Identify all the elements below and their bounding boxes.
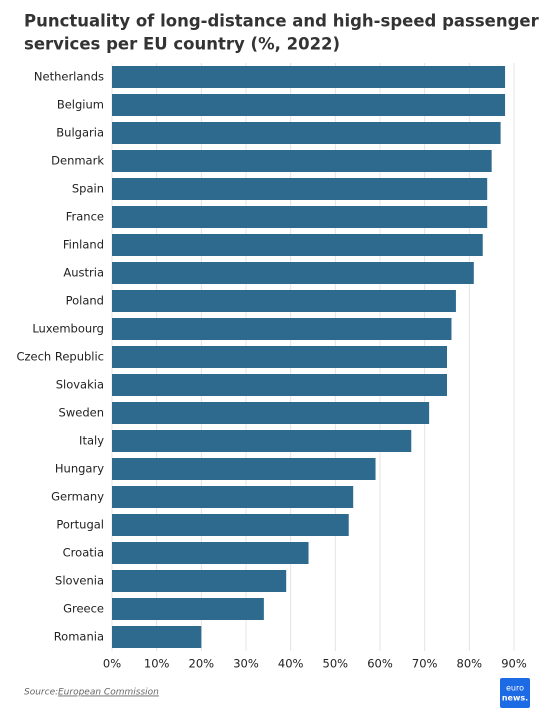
bar [112,626,202,648]
y-tick-label: Hungary [55,462,104,476]
bar [112,290,456,312]
x-tick-label: 70% [412,657,438,671]
y-tick-label: Portugal [56,518,104,532]
bar [112,486,354,508]
y-tick-label: Austria [63,266,104,280]
y-tick-label: Sweden [59,406,104,420]
x-tick-label: 90% [501,657,527,671]
chart-title: services per EU country (%, 2022) [24,35,340,54]
bar [112,598,264,620]
logo-text: euro [506,684,524,693]
bar [112,178,488,200]
bar [112,150,492,172]
x-tick-label: 40% [278,657,304,671]
y-tick-label: Czech Republic [16,350,104,364]
y-tick-label: Belgium [57,98,104,112]
bar [112,402,430,424]
y-tick-label: Italy [79,434,104,448]
bar [112,262,474,284]
y-tick-label: Finland [63,238,104,252]
y-tick-label: Slovakia [56,378,104,392]
logo [500,678,530,708]
x-tick-label: 20% [189,657,215,671]
x-tick-label: 10% [144,657,170,671]
y-tick-label: Slovenia [55,574,104,588]
bar [112,374,447,396]
y-tick-label: Bulgaria [56,126,104,140]
bar [112,234,483,256]
y-tick-label: Greece [63,602,104,616]
source-link[interactable]: European Commission [58,688,159,698]
bar [112,430,412,452]
bar [112,318,452,340]
y-tick-label: Denmark [51,154,104,168]
x-tick-label: 80% [457,657,483,671]
y-tick-label: Poland [66,294,104,308]
y-tick-label: Luxembourg [32,322,104,336]
source-label: Source: [24,688,58,698]
bar [112,570,287,592]
bar [112,542,309,564]
y-tick-label: Romania [54,630,104,644]
y-tick-label: France [66,210,104,224]
x-tick-label: 30% [233,657,259,671]
bar [112,514,349,536]
x-tick-label: 60% [367,657,393,671]
y-tick-label: Croatia [63,546,104,560]
bar [112,458,376,480]
bar [112,94,506,116]
y-tick-label: Netherlands [34,70,104,84]
x-tick-label: 50% [323,657,349,671]
chart-title: Punctuality of long-distance and high-sp… [24,12,540,31]
logo-text: news. [502,694,528,703]
bar [112,206,488,228]
y-tick-label: Spain [72,182,104,196]
bar [112,122,501,144]
y-tick-label: Germany [51,490,104,504]
bar [112,346,447,368]
bar [112,66,506,88]
x-tick-label: 0% [103,657,121,671]
